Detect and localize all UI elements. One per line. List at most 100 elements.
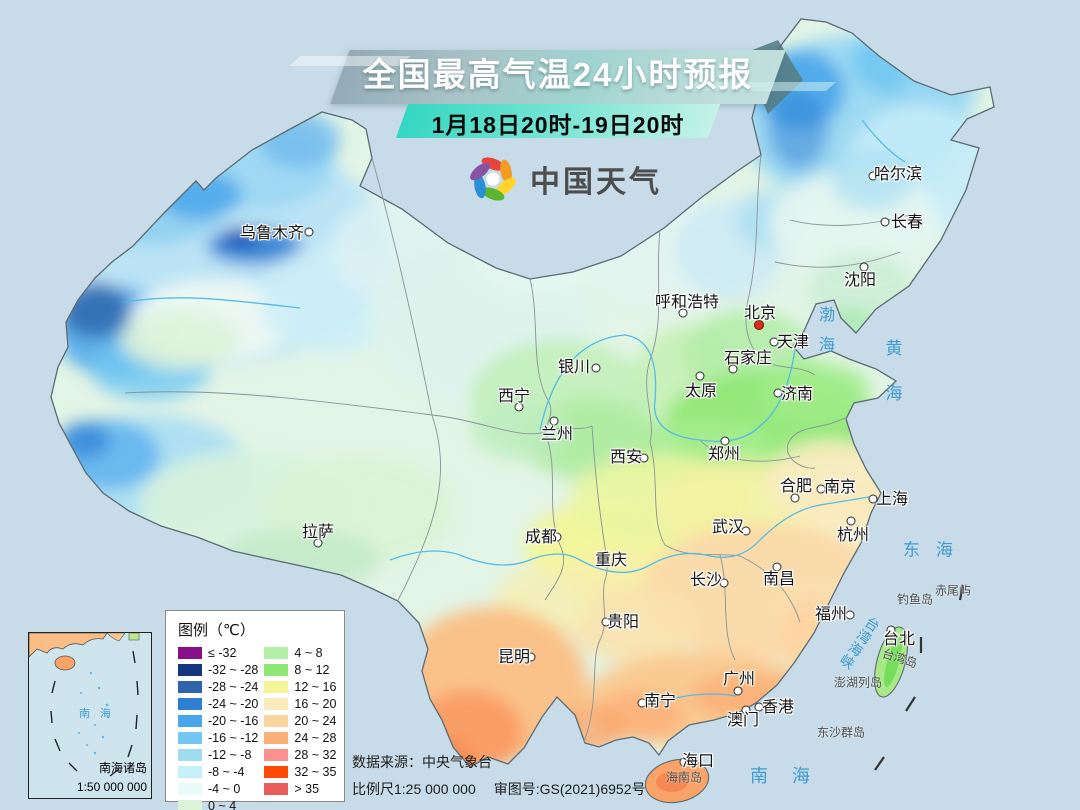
legend-column: ≤ -32 -32 ~ -28 -28 ~ -24 -24 ~ -20 -20 ~ -1…	[178, 646, 258, 810]
city-marker	[886, 625, 896, 635]
capital-marker	[754, 320, 764, 330]
city-label: 南宁	[643, 693, 677, 710]
city-marker	[845, 610, 855, 620]
legend-item: > 35	[264, 782, 336, 797]
legend-range-label: -8 ~ -4	[208, 765, 245, 780]
legend-range-label: -28 ~ -24	[208, 680, 259, 695]
city-label: 沈阳	[843, 272, 877, 289]
city-label: 西宁	[497, 388, 531, 405]
legend-swatch	[264, 766, 289, 779]
legend-range-label: -16 ~ -12	[208, 731, 259, 746]
legend-range-label: 12 ~ 16	[294, 680, 337, 695]
legend-swatch	[178, 749, 202, 762]
legend-swatch	[264, 647, 289, 660]
legend-item: -24 ~ -20	[178, 697, 258, 712]
title-banner: 全国最高气温24小时预报 1月18日20时-19日20时	[289, 48, 836, 138]
legend-items: ≤ -32 -32 ~ -28 -28 ~ -24 -24 ~ -20 -20 ~ -1…	[178, 646, 337, 810]
city-label: 拉萨	[301, 524, 335, 541]
city-marker	[514, 402, 524, 412]
legend-item: 28 ~ 32	[264, 748, 336, 763]
pinwheel-icon	[470, 157, 516, 201]
city-marker	[880, 217, 890, 227]
river-pearl	[659, 693, 737, 703]
logo-text: 中国天气	[530, 166, 662, 199]
legend-item: 20 ~ 24	[264, 714, 336, 729]
river-yangtze	[389, 496, 870, 574]
legend-swatch	[178, 783, 202, 796]
city-marker	[549, 416, 559, 426]
city-label: 昆明	[497, 649, 531, 666]
hainan-warm-core	[656, 772, 688, 792]
legend-item: -32 ~ -28	[178, 663, 258, 678]
island-label: 钓鱼岛	[896, 592, 934, 607]
city-label: 南京	[823, 479, 857, 496]
city-label: 石家庄	[723, 350, 773, 367]
island-label: 海南岛	[665, 770, 703, 785]
city-label: 济南	[780, 386, 814, 403]
legend-item: -28 ~ -24	[178, 680, 258, 695]
legend-range-label: -20 ~ -16	[208, 714, 259, 729]
city-label: 太原	[684, 383, 718, 400]
legend-item: 16 ~ 20	[264, 697, 336, 712]
sea-label: 渤海	[816, 306, 833, 366]
forecast-period: 1月18日20时-19日20时	[431, 112, 685, 138]
river-yellow	[539, 334, 796, 443]
legend-range-label: 0 ~ 4	[208, 799, 237, 810]
maritime-dash-line	[874, 584, 965, 771]
legend-item: -4 ~ 0	[178, 782, 258, 797]
city-marker	[679, 757, 689, 767]
city-label: 郑州	[707, 446, 741, 463]
city-label: 成都	[524, 529, 558, 546]
island-label: 东沙群岛	[816, 725, 866, 740]
sea-label: 黄海	[882, 339, 902, 429]
legend-swatch	[178, 800, 202, 810]
legend-swatch	[178, 698, 202, 711]
city-label: 哈尔滨	[873, 166, 923, 183]
city-marker	[769, 337, 779, 347]
legend-swatch	[264, 664, 289, 677]
legend-range-label: -32 ~ -28	[208, 663, 259, 678]
legend-range-label: > 35	[294, 782, 320, 797]
city-label: 南昌	[762, 571, 796, 588]
city-marker	[719, 578, 729, 588]
river-tarim	[124, 297, 301, 309]
city-marker	[596, 555, 606, 565]
legend-swatch	[264, 698, 289, 711]
city-marker	[859, 262, 869, 272]
legend-range-label: -24 ~ -20	[208, 697, 259, 712]
legend-item: -20 ~ -16	[178, 714, 258, 729]
city-label: 长沙	[689, 572, 723, 589]
legend-swatch	[264, 749, 289, 762]
legend-swatch	[178, 664, 202, 677]
legend-swatch	[178, 647, 202, 660]
sea-label: 南海	[750, 766, 834, 786]
legend-item: -8 ~ -4	[178, 765, 258, 780]
city-marker	[790, 493, 800, 503]
city-marker	[846, 516, 856, 526]
legend-item: 32 ~ 35	[264, 765, 336, 780]
city-marker	[678, 308, 688, 318]
legend-range-label: 32 ~ 35	[294, 765, 337, 780]
china-weather-logo: 中国天气	[466, 152, 662, 206]
island-label: 赤尾屿	[934, 583, 972, 598]
inset-map-art	[28, 632, 140, 777]
city-label: 重庆	[594, 552, 628, 569]
city-label: 贵阳	[606, 614, 640, 631]
legend-range-label: 8 ~ 12	[294, 663, 330, 678]
city-marker	[637, 698, 647, 708]
data-source: 数据来源：中央气象台	[352, 754, 492, 770]
city-label: 福州	[814, 606, 848, 623]
city-marker	[733, 686, 743, 696]
legend-swatch	[264, 783, 289, 796]
legend-range-label: 16 ~ 20	[294, 697, 337, 712]
city-marker	[868, 494, 878, 504]
city-label: 杭州	[836, 527, 870, 544]
legend-range-label: 28 ~ 32	[294, 748, 337, 763]
legend-range-label: 20 ~ 24	[294, 714, 337, 729]
page-title: 全国最高气温24小时预报	[362, 56, 754, 93]
legend-item: -12 ~ -8	[178, 748, 258, 763]
legend-swatch	[264, 681, 289, 694]
river-songhua	[861, 119, 906, 163]
legend-range-label: -4 ~ 0	[208, 782, 241, 797]
